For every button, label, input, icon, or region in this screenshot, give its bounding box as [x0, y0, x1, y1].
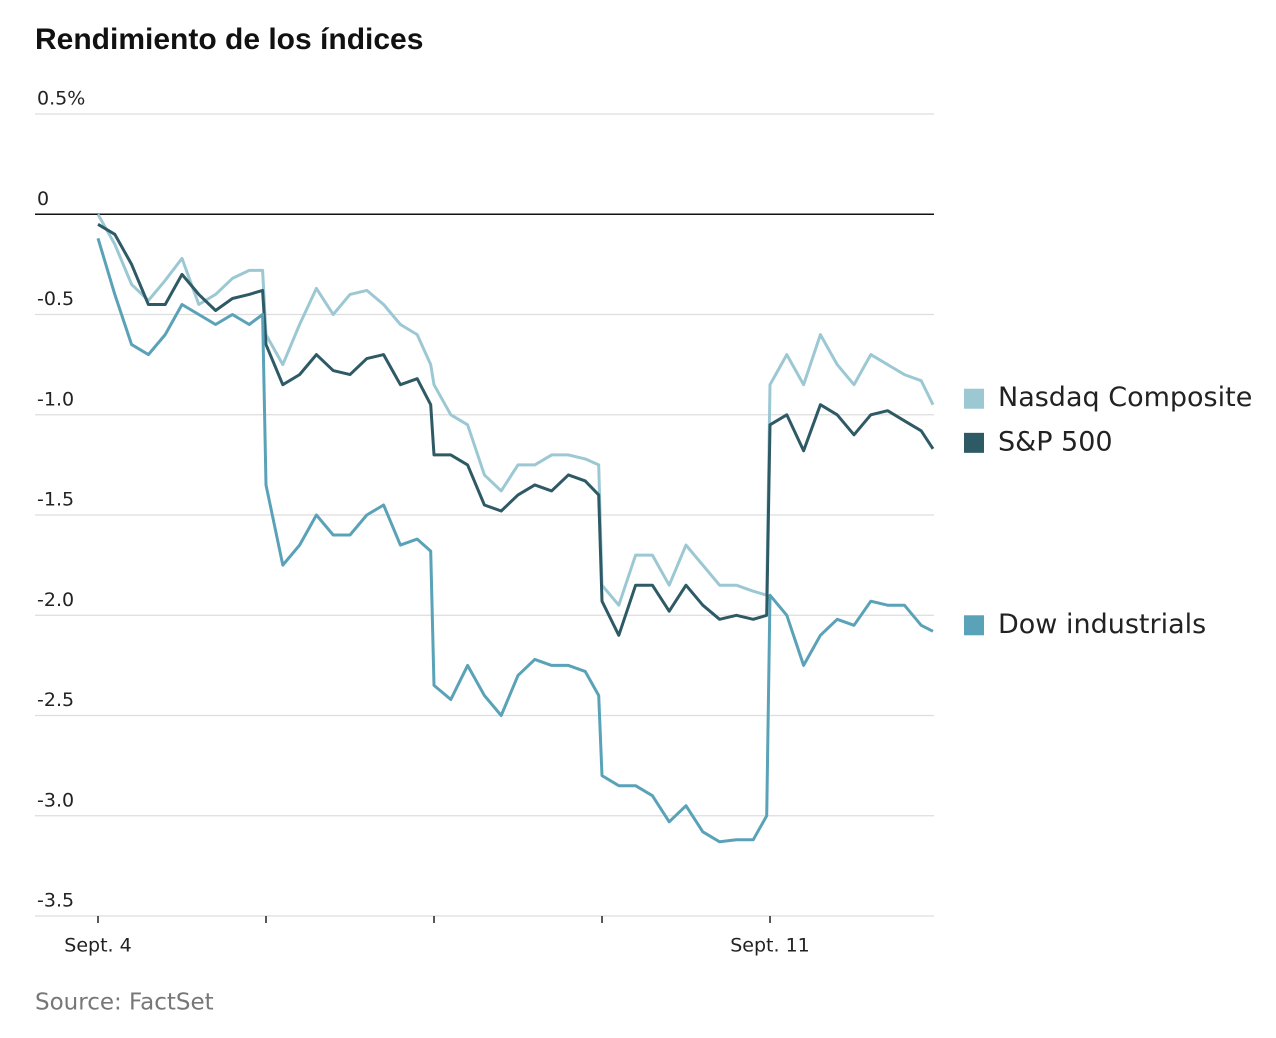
y-tick-label: -0.5 — [37, 288, 74, 310]
series-line — [96, 213, 935, 607]
y-tick-label: -3.0 — [37, 789, 74, 811]
legend-swatch — [964, 388, 984, 409]
chart-title: Rendimiento de los índices — [35, 23, 423, 56]
y-tick-label: 0 — [37, 188, 49, 210]
y-tick-label: -3.5 — [37, 890, 74, 912]
series-line — [97, 223, 935, 637]
y-tick-label: -2.0 — [37, 589, 74, 611]
x-tick-label: Sept. 11 — [730, 935, 810, 957]
y-tick-label: -1.5 — [37, 489, 74, 511]
legend-swatch — [964, 432, 984, 453]
series-line — [96, 237, 934, 844]
legend-label: Nasdaq Composite — [998, 382, 1252, 413]
y-tick-label: 0.5% — [37, 88, 85, 110]
legend-label: Dow industrials — [998, 609, 1206, 640]
x-tick-label: Sept. 4 — [64, 935, 131, 957]
legend-swatch — [964, 615, 984, 636]
legend-label: S&P 500 — [998, 426, 1113, 457]
y-tick-label: -1.0 — [37, 388, 74, 410]
source: Source: FactSet — [35, 990, 214, 1016]
y-tick-label: -2.5 — [37, 689, 74, 711]
